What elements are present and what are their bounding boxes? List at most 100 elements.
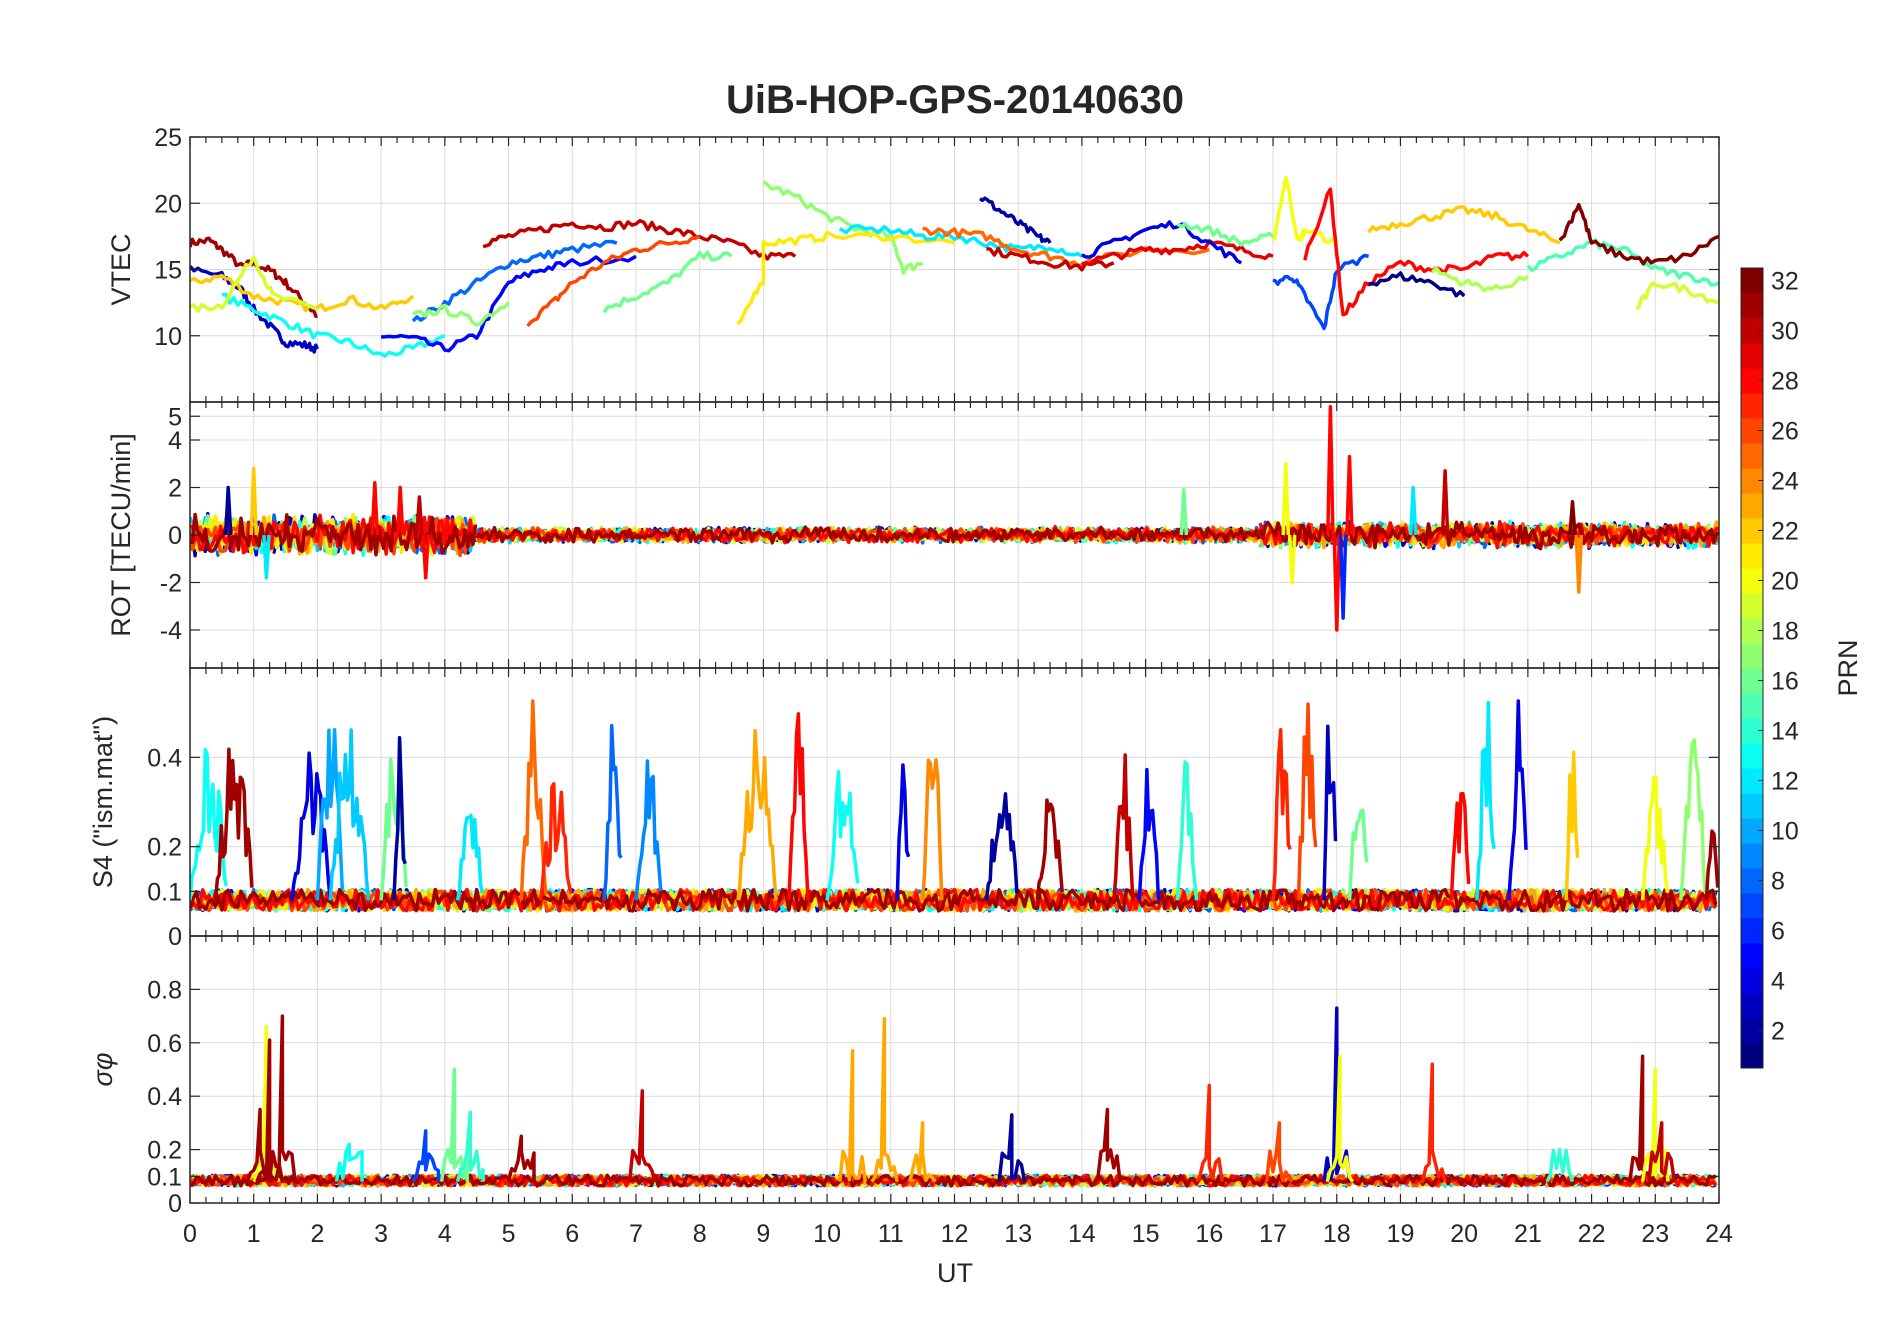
colorbar-swatch — [1741, 1043, 1763, 1069]
trace-prn-28 — [1303, 187, 1530, 317]
spike-prn-32 — [1568, 500, 1577, 536]
x-tick-label: 15 — [1132, 1220, 1160, 1248]
panel-sigma: 00.10.2 0.4 0.6 0.8 σφ — [88, 935, 1720, 1218]
burst-prn-24 — [920, 758, 944, 901]
colorbar-swatch — [1741, 793, 1763, 819]
colorbar-swatch — [1741, 993, 1763, 1019]
trace-prn-26 — [526, 234, 701, 328]
y-tick-label: 2 — [168, 475, 182, 503]
spike-prn-31 — [245, 1107, 275, 1183]
spike-prn-20 — [1640, 1067, 1670, 1182]
x-tick-label: 20 — [1450, 1220, 1478, 1248]
colorbar-swatch — [1741, 868, 1763, 894]
colorbar-tick-label: 6 — [1771, 918, 1785, 946]
y-tick-label: 0.1 — [147, 878, 182, 906]
burst-prn-11 — [328, 728, 371, 901]
x-tick-label: 19 — [1387, 1220, 1415, 1248]
spike-prn-12 — [262, 534, 271, 580]
spike-prn-26 — [1264, 1121, 1294, 1183]
series-group — [190, 699, 1719, 913]
burst-prn-9 — [634, 759, 663, 901]
trace-prn-18 — [1431, 266, 1530, 293]
spike-prn-22 — [249, 466, 259, 536]
colorbar-tick-label: 8 — [1771, 868, 1785, 896]
colorbar-tick-label: 18 — [1771, 618, 1799, 646]
y-tick-label: 25 — [154, 124, 182, 152]
trace-prn-17 — [762, 180, 924, 275]
spike-prn-20 — [1281, 462, 1291, 536]
spike-prn-7 — [411, 1129, 441, 1183]
trace-prn-4 — [1081, 220, 1243, 265]
spike-prn-30 — [415, 495, 424, 536]
x-tick-label: 9 — [756, 1220, 770, 1248]
colorbar-label: PRN — [1833, 639, 1863, 696]
spike-prn-28 — [370, 481, 380, 536]
spike-prn-28 — [421, 534, 431, 580]
colorbar-swatch — [1741, 718, 1763, 744]
colorbar-tick-label: 32 — [1771, 268, 1799, 296]
spike-prn-28 — [1345, 454, 1354, 536]
burst-prn-27 — [1271, 727, 1292, 901]
spike-prn-23 — [870, 1017, 899, 1183]
x-tick-label: 10 — [813, 1220, 841, 1248]
spike-prn-27 — [1195, 1083, 1224, 1183]
colorbar-swatch — [1741, 343, 1763, 369]
trace-prn-19 — [1635, 281, 1719, 311]
burst-prn-5 — [1137, 767, 1161, 901]
x-tick-label: 23 — [1641, 1220, 1669, 1248]
burst-prn-27 — [538, 782, 573, 901]
x-tick-label: 6 — [565, 1220, 579, 1248]
spike-prn-2 — [997, 1113, 1027, 1182]
y-tick-label: 20 — [154, 190, 182, 218]
panel-s4: 0 0.1 0.2 0.4 S4 ("ism.mat") — [88, 667, 1720, 951]
burst-prn-30 — [1112, 753, 1135, 901]
burst-prn-23 — [736, 728, 778, 901]
x-tick-label: 4 — [438, 1220, 452, 1248]
burst-prn-4 — [895, 763, 911, 901]
colorbar-swatch — [1741, 593, 1763, 619]
burst-prn-28 — [1449, 791, 1471, 901]
spike-prn-28 — [1326, 405, 1335, 536]
trace-prn-12 — [838, 224, 1083, 258]
y-tick-label: 0.1 — [147, 1163, 182, 1191]
colorbar-swatch — [1741, 468, 1763, 494]
y-tick-label: 0 — [168, 923, 182, 951]
burst-prn-20 — [1640, 775, 1670, 901]
trace-prn-31 — [475, 525, 1261, 545]
trace-prn-1 — [1368, 271, 1466, 298]
colorbar-swatch — [1741, 768, 1763, 794]
colorbar-swatch — [1741, 893, 1763, 919]
series-group — [190, 175, 1719, 358]
y-tick-label: 0.6 — [147, 1030, 182, 1058]
burst-prn-31 — [1035, 798, 1064, 901]
x-tick-label: 12 — [941, 1220, 969, 1248]
spike-prn-20 — [1325, 1054, 1355, 1183]
colorbar-swatch — [1741, 668, 1763, 694]
burst-prn-4 — [290, 751, 332, 901]
burst-prn-3 — [1322, 724, 1338, 901]
colorbar-swatch — [1741, 518, 1763, 544]
spike-prn-24 — [1574, 534, 1584, 594]
colorbar-tick-label: 4 — [1771, 968, 1785, 996]
y-axis-label-rot: ROT [TECU/min] — [106, 433, 136, 637]
trace-prn-13 — [221, 292, 446, 358]
x-tick-label: 16 — [1195, 1220, 1223, 1248]
burst-prn-17 — [1679, 738, 1708, 901]
colorbar-tick-label: 10 — [1771, 818, 1799, 846]
x-tick-label: 17 — [1259, 1220, 1287, 1248]
trace-prn-7 — [1272, 253, 1369, 331]
x-tick-label: 13 — [1004, 1220, 1032, 1248]
colorbar-box — [1740, 267, 1764, 1069]
trace-prn-8 — [411, 239, 618, 323]
colorbar-swatch — [1741, 568, 1763, 594]
spike-prn-31 — [506, 1134, 536, 1183]
colorbar-swatch — [1741, 368, 1763, 394]
colorbar-tick-label: 14 — [1771, 718, 1799, 746]
y-tick-label: 0 — [168, 1190, 182, 1218]
colorbar-tick-label: 22 — [1771, 518, 1799, 546]
spike-prn-16 — [1179, 488, 1189, 536]
colorbar-swatch — [1741, 693, 1763, 719]
trace-prn-16 — [1176, 221, 1275, 247]
spike-prn-16 — [439, 1067, 469, 1182]
